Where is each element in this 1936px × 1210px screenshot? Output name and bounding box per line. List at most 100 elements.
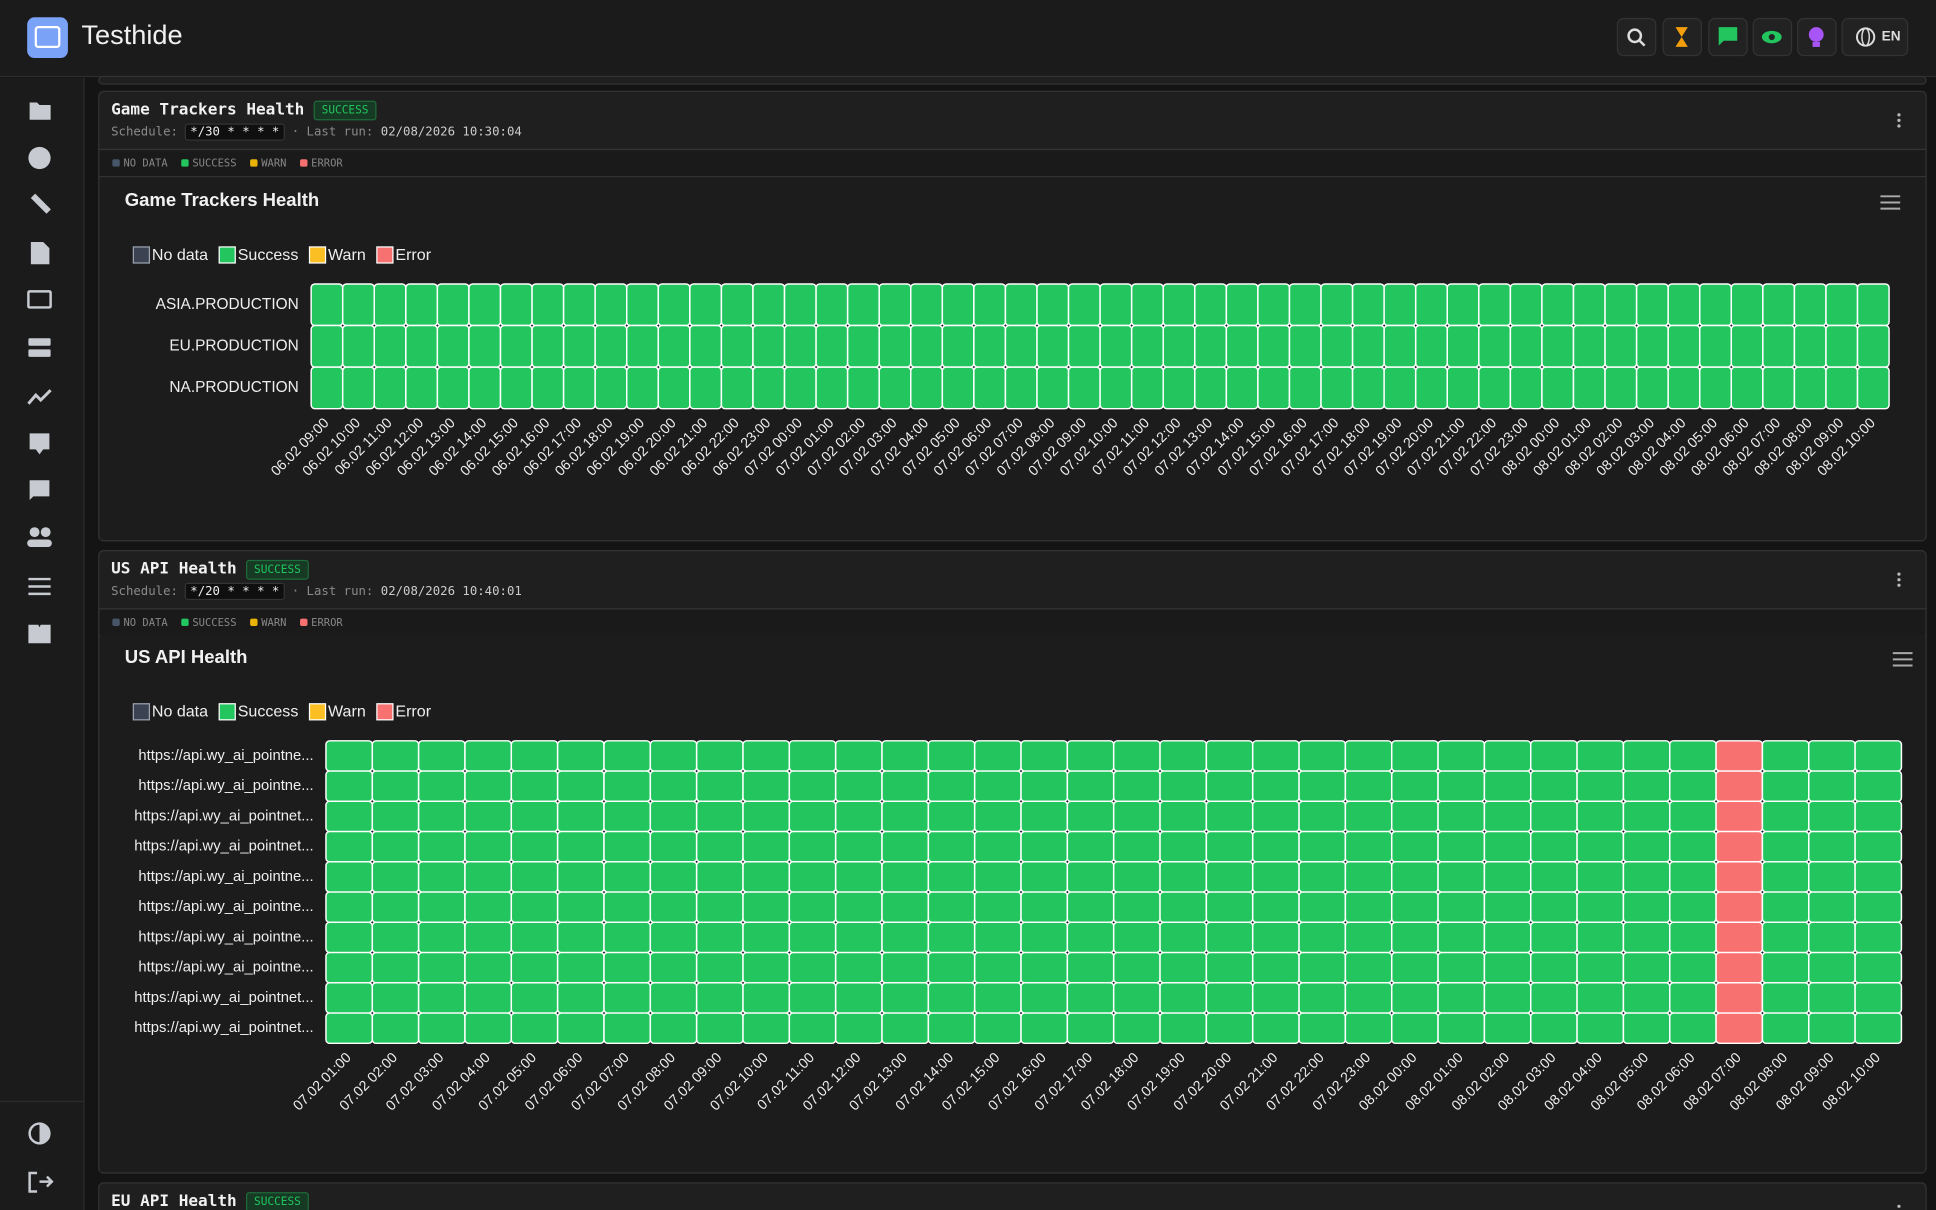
heatmap-cell[interactable] bbox=[695, 1012, 744, 1045]
nav-docs[interactable] bbox=[28, 624, 51, 644]
heatmap-cell[interactable] bbox=[1576, 1012, 1625, 1045]
heatmap-cell[interactable] bbox=[1483, 861, 1532, 893]
heatmap-cell[interactable] bbox=[1808, 982, 1856, 1014]
heatmap-cell[interactable] bbox=[371, 951, 420, 984]
heatmap-cell[interactable] bbox=[556, 830, 605, 863]
heatmap-cell[interactable] bbox=[689, 324, 723, 368]
heatmap-cell[interactable] bbox=[325, 861, 374, 893]
heatmap-cell[interactable] bbox=[742, 830, 791, 863]
heatmap-cell[interactable] bbox=[464, 982, 513, 1014]
heatmap-cell[interactable] bbox=[468, 324, 502, 368]
heatmap-cell[interactable] bbox=[325, 891, 374, 924]
heatmap-cell[interactable] bbox=[1808, 1012, 1856, 1045]
heatmap-cell[interactable] bbox=[1344, 921, 1393, 954]
heatmap-cell[interactable] bbox=[788, 861, 837, 893]
heatmap-cell[interactable] bbox=[594, 366, 628, 410]
heatmap-cell[interactable] bbox=[1020, 800, 1069, 833]
heatmap-cell[interactable] bbox=[695, 982, 744, 1014]
heatmap-cell[interactable] bbox=[1257, 324, 1291, 368]
heatmap-cell[interactable] bbox=[1856, 283, 1890, 327]
heatmap-cell[interactable] bbox=[1344, 861, 1393, 893]
heatmap-cell[interactable] bbox=[1390, 891, 1439, 924]
heatmap-cell[interactable] bbox=[1635, 283, 1669, 327]
heatmap-cell[interactable] bbox=[1622, 830, 1671, 863]
heatmap-cell[interactable] bbox=[1159, 770, 1208, 803]
heatmap-cell[interactable] bbox=[1761, 800, 1810, 833]
heatmap-cell[interactable] bbox=[881, 921, 930, 954]
heatmap-cell[interactable] bbox=[1576, 800, 1625, 833]
heatmap-cell[interactable] bbox=[1067, 366, 1101, 410]
jobs-button[interactable] bbox=[1662, 17, 1703, 57]
panel-menu[interactable] bbox=[1897, 113, 1901, 117]
heatmap-cell[interactable] bbox=[1437, 891, 1486, 924]
nav-settings[interactable] bbox=[28, 577, 51, 596]
heatmap-cell[interactable] bbox=[846, 366, 880, 410]
heatmap-cell[interactable] bbox=[1478, 366, 1512, 410]
heatmap-cell[interactable] bbox=[1036, 366, 1070, 410]
heatmap-cell[interactable] bbox=[562, 283, 596, 327]
heatmap-cell[interactable] bbox=[1854, 891, 1903, 924]
heatmap-cell[interactable] bbox=[1808, 861, 1856, 893]
heatmap-cell[interactable] bbox=[325, 740, 374, 772]
heatmap-cell[interactable] bbox=[1529, 861, 1578, 893]
heatmap-cell[interactable] bbox=[1529, 1012, 1578, 1045]
heatmap-cell[interactable] bbox=[1383, 283, 1417, 327]
heatmap-cell[interactable] bbox=[1576, 861, 1625, 893]
nav-projects[interactable] bbox=[29, 102, 51, 120]
heatmap-cell[interactable] bbox=[1020, 770, 1069, 803]
heatmap-cell[interactable] bbox=[752, 324, 786, 368]
heatmap-cell[interactable] bbox=[1698, 366, 1733, 410]
heatmap-cell[interactable] bbox=[1298, 921, 1347, 954]
heatmap-cell[interactable] bbox=[417, 921, 466, 954]
heatmap-cell[interactable] bbox=[1715, 770, 1764, 803]
heatmap-cell[interactable] bbox=[1390, 800, 1439, 833]
heatmap-cell[interactable] bbox=[1509, 366, 1543, 410]
heatmap-cell[interactable] bbox=[556, 740, 605, 772]
heatmap-cell[interactable] bbox=[1622, 982, 1671, 1014]
heatmap-cell[interactable] bbox=[1320, 366, 1354, 410]
heatmap-cell[interactable] bbox=[657, 283, 691, 327]
heatmap-cell[interactable] bbox=[695, 740, 744, 772]
heatmap-cell[interactable] bbox=[510, 830, 559, 863]
heatmap-cell[interactable] bbox=[834, 891, 883, 924]
heatmap-cell[interactable] bbox=[834, 830, 883, 863]
heatmap-cell[interactable] bbox=[417, 891, 466, 924]
heatmap-cell[interactable] bbox=[371, 982, 420, 1014]
heatmap-cell[interactable] bbox=[927, 891, 976, 924]
heatmap-cell[interactable] bbox=[325, 982, 374, 1014]
heatmap-cell[interactable] bbox=[1112, 740, 1161, 772]
heatmap-cell[interactable] bbox=[603, 740, 652, 772]
heatmap-cell[interactable] bbox=[1162, 366, 1196, 410]
heatmap-cell[interactable] bbox=[1099, 283, 1133, 327]
heatmap-cell[interactable] bbox=[1437, 1012, 1486, 1045]
heatmap-cell[interactable] bbox=[689, 366, 723, 410]
heatmap-cell[interactable] bbox=[371, 1012, 420, 1045]
heatmap-cell[interactable] bbox=[371, 740, 420, 772]
heatmap-cell[interactable] bbox=[788, 921, 837, 954]
heatmap-cell[interactable] bbox=[1344, 830, 1393, 863]
heatmap-cell[interactable] bbox=[1808, 800, 1856, 833]
heatmap-cell[interactable] bbox=[742, 1012, 791, 1045]
heatmap-cell[interactable] bbox=[373, 366, 407, 410]
heatmap-cell[interactable] bbox=[556, 800, 605, 833]
heatmap-cell[interactable] bbox=[783, 283, 817, 327]
heatmap-cell[interactable] bbox=[783, 324, 817, 368]
heatmap-cell[interactable] bbox=[1483, 800, 1532, 833]
heatmap-cell[interactable] bbox=[973, 324, 1007, 368]
heatmap-cell[interactable] bbox=[1762, 324, 1796, 368]
heatmap-cell[interactable] bbox=[1390, 861, 1439, 893]
heatmap-cell[interactable] bbox=[325, 770, 374, 803]
heatmap-cell[interactable] bbox=[1298, 891, 1347, 924]
heatmap-cell[interactable] bbox=[1414, 324, 1448, 368]
nav-analytics[interactable] bbox=[27, 389, 52, 405]
heatmap-cell[interactable] bbox=[1854, 951, 1903, 984]
heatmap-cell[interactable] bbox=[1483, 740, 1532, 772]
legend-label[interactable]: Warn bbox=[328, 246, 366, 264]
heatmap-cell[interactable] bbox=[742, 921, 791, 954]
heatmap-cell[interactable] bbox=[649, 861, 698, 893]
heatmap-cell[interactable] bbox=[788, 800, 837, 833]
heatmap-cell[interactable] bbox=[695, 951, 744, 984]
heatmap-cell[interactable] bbox=[1529, 891, 1578, 924]
heatmap-cell[interactable] bbox=[973, 800, 1022, 833]
heatmap-cell[interactable] bbox=[1478, 283, 1512, 327]
